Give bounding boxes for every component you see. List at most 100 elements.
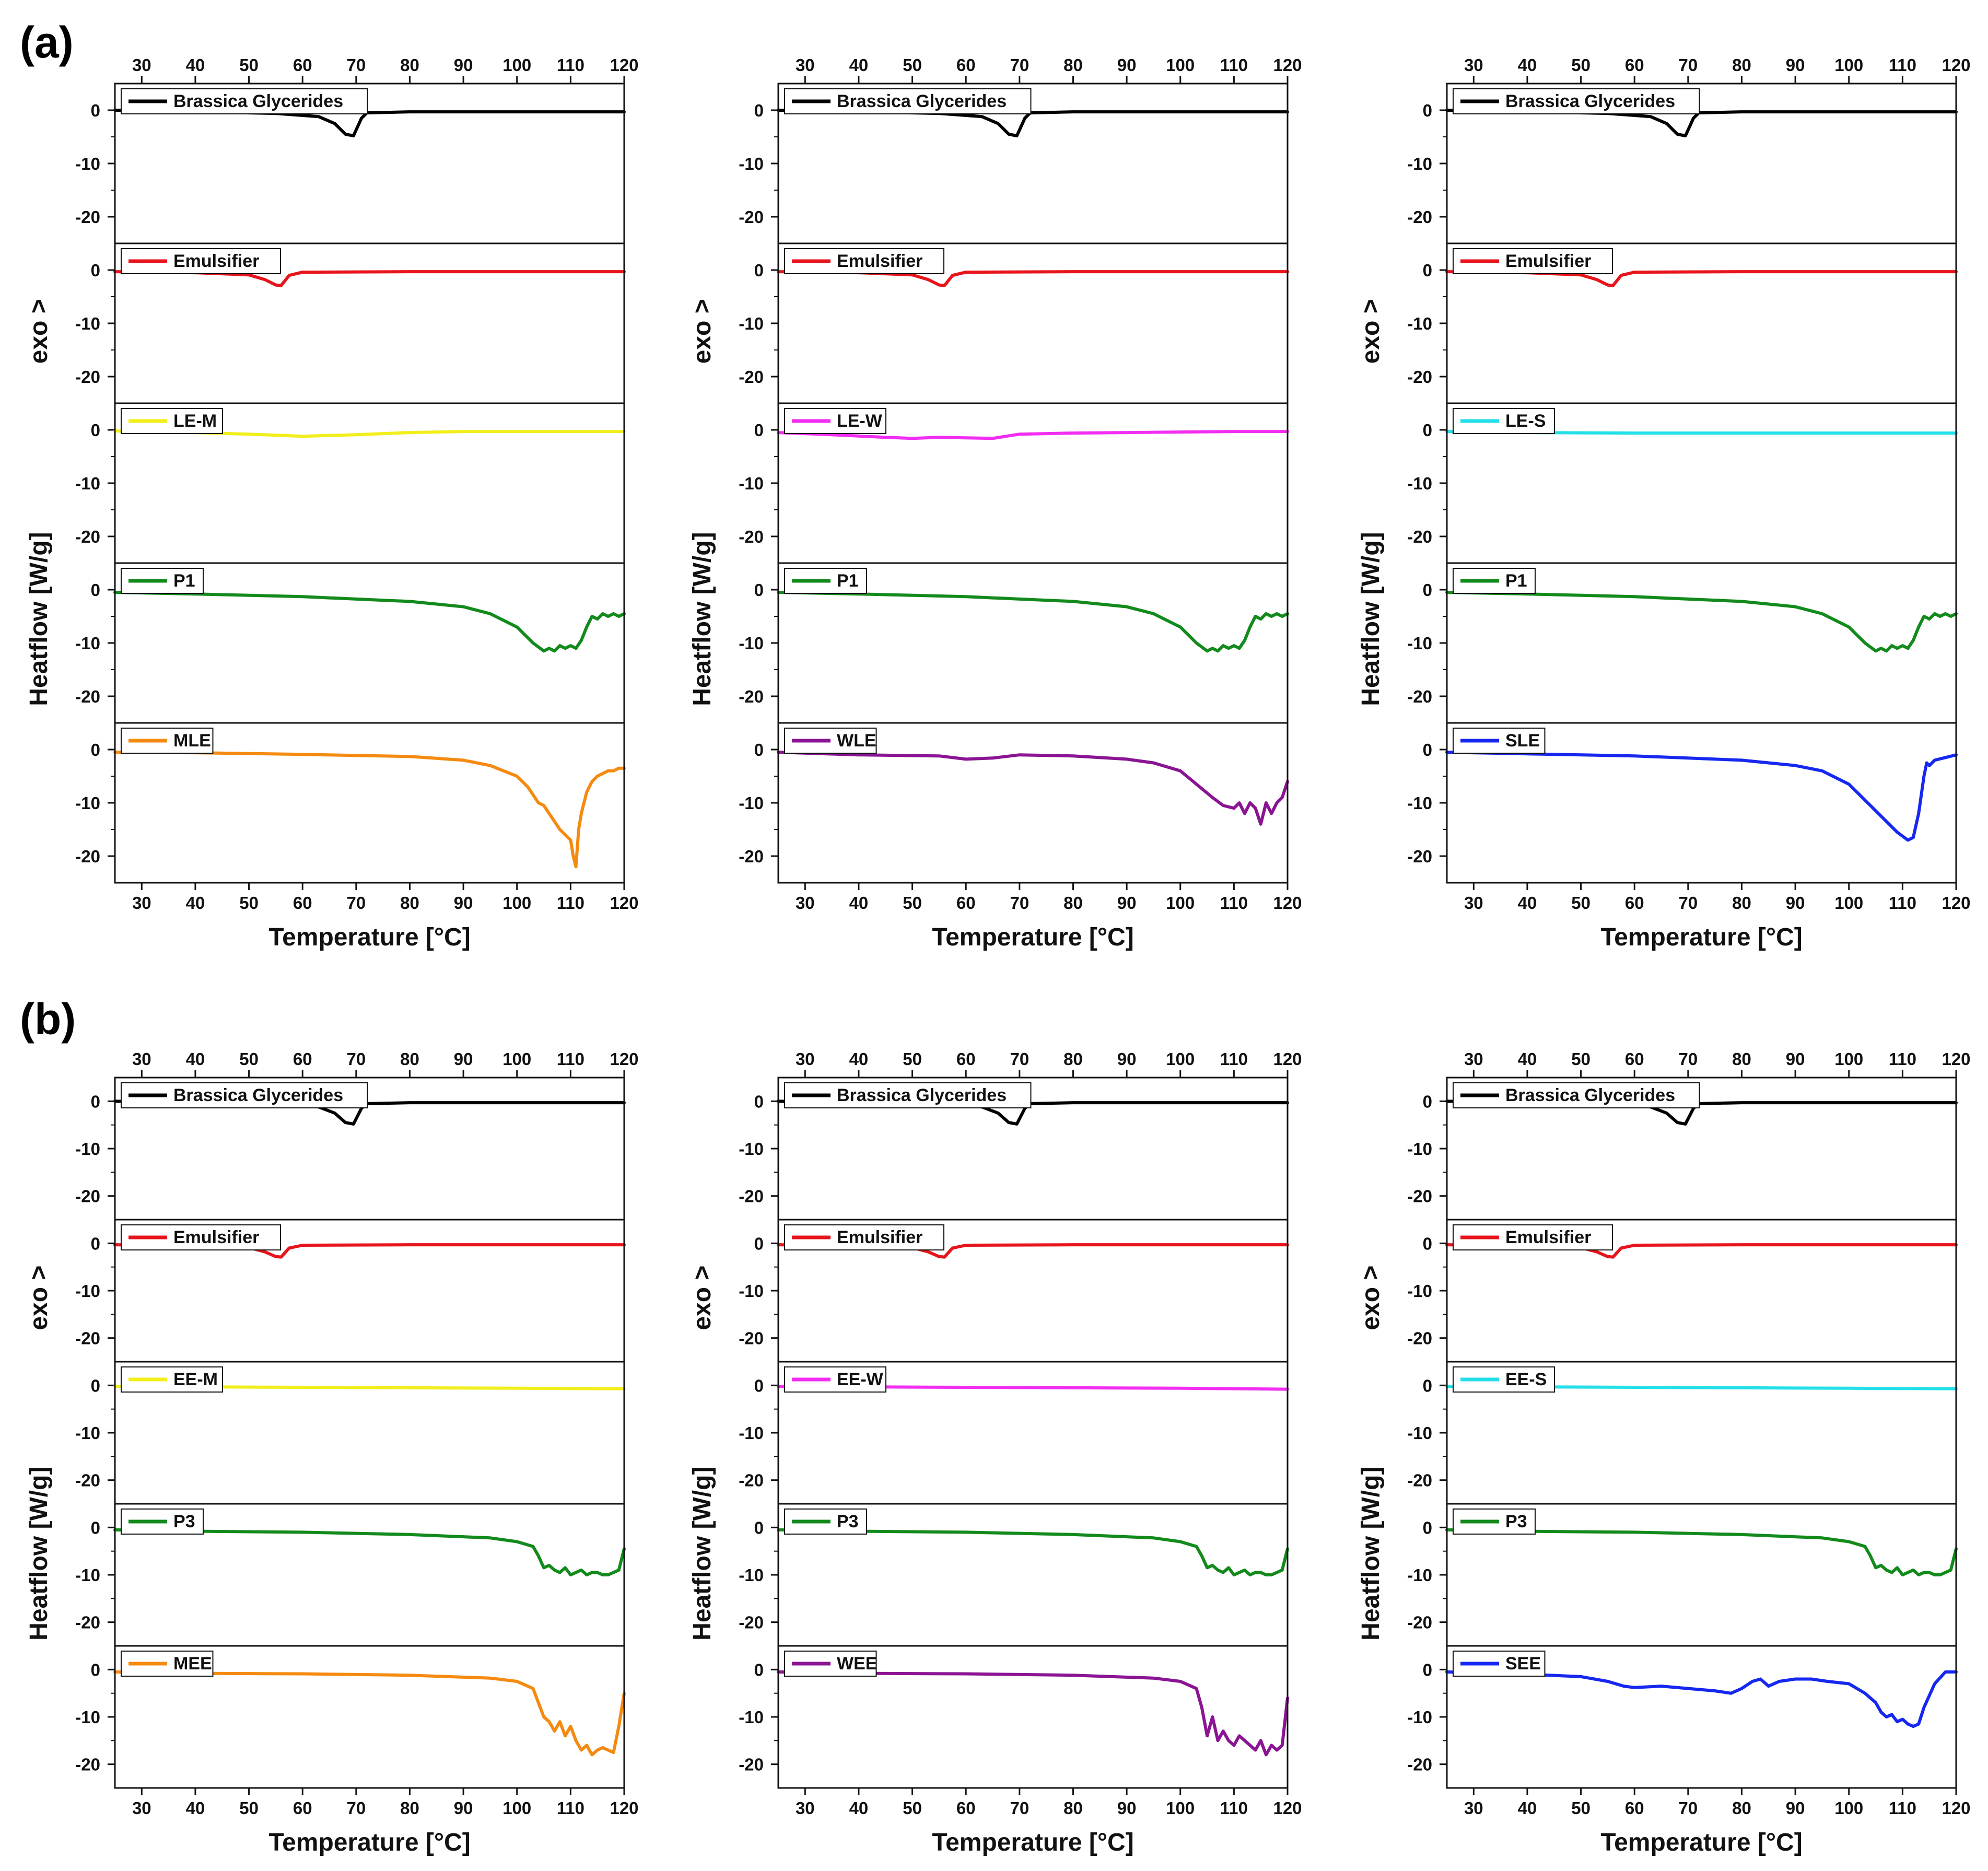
x-bottom-tick-label: 30	[132, 1798, 151, 1818]
y-tick-label: 0	[754, 580, 764, 600]
legend-label: MEE	[173, 1654, 212, 1674]
y-tick-label: -10	[739, 154, 764, 173]
x-bottom-tick-label: 80	[1732, 1798, 1751, 1818]
x-bottom-tick-label: 70	[1010, 893, 1029, 913]
x-bottom-tick-label: 120	[610, 1798, 638, 1818]
y-tick-label: -20	[75, 1755, 100, 1774]
y-tick-label: 0	[1423, 740, 1432, 759]
x-bottom-tick-label: 90	[454, 893, 473, 913]
chart-1: 0 -10 -20 Brassica Glycerides 0 -10 -20 Emulsif…	[25, 55, 639, 951]
legend-label: WEE	[837, 1654, 877, 1674]
x-top-tick-label: 120	[1273, 1049, 1302, 1069]
y-tick-label: 0	[91, 261, 100, 280]
y-tick-label: -20	[1407, 1471, 1432, 1490]
legend-label: Brassica Glycerides	[173, 91, 343, 111]
y-tick-label: -10	[75, 634, 100, 653]
legend-label: SEE	[1505, 1654, 1541, 1674]
y-tick-label: -20	[1407, 1329, 1432, 1348]
subplot-frame	[114, 722, 625, 884]
x-bottom-tick-label: 100	[1166, 893, 1195, 913]
y-tick-label: -20	[739, 1471, 764, 1490]
x-top-tick-label: 40	[849, 55, 869, 75]
x-bottom-tick-label: 100	[1166, 1798, 1195, 1818]
legend-label: LE-W	[837, 411, 883, 431]
x-top-tick-label: 100	[1166, 55, 1195, 75]
subplot-le-w: 0 -10 -20 LE-W	[739, 402, 1289, 564]
x-bottom-tick-label: 50	[903, 893, 922, 913]
y-axis-title-heatflow: Heatflow [W/g]	[1357, 1467, 1385, 1641]
y-tick-label: -20	[75, 1471, 100, 1490]
y-tick-label: -10	[739, 634, 764, 653]
x-top-tick-label: 50	[1571, 1049, 1591, 1069]
x-bottom-tick-label: 80	[400, 1798, 419, 1818]
legend-label: Emulsifier	[837, 251, 922, 271]
x-top-tick-label: 110	[557, 55, 584, 75]
x-bottom-tick-label: 30	[132, 893, 151, 913]
subplot-emulsifier: 0 -10 -20 Emulsifier	[75, 1219, 626, 1363]
x-bottom-tick-label: 90	[1117, 1798, 1137, 1818]
x-top-tick-label: 110	[1220, 1049, 1248, 1069]
x-bottom-tick-label: 50	[239, 1798, 259, 1818]
x-top-tick-label: 90	[1117, 55, 1137, 75]
chart-5: 0 -10 -20 Brassica Glycerides 0 -10 -20 Emulsif…	[688, 1049, 1302, 1856]
x-bottom-tick-label: 60	[293, 893, 312, 913]
x-bottom-tick-label: 60	[956, 1798, 976, 1818]
x-top-tick-label: 80	[400, 55, 419, 75]
legend-box	[121, 1366, 223, 1393]
y-tick-label: -20	[739, 1755, 764, 1774]
y-tick-label: 0	[754, 1518, 764, 1537]
x-top-tick-label: 70	[1678, 55, 1698, 75]
x-axis-title: Temperature [°C]	[1600, 1829, 1802, 1856]
x-bottom-tick-label: 90	[1117, 893, 1137, 913]
y-tick-label: -10	[739, 1139, 764, 1159]
chart-4: 0 -10 -20 Brassica Glycerides 0 -10 -20 Emulsif…	[25, 1049, 639, 1856]
x-bottom-tick-label: 60	[1625, 893, 1644, 913]
x-top-tick-label: 50	[239, 55, 259, 75]
series-line	[1445, 751, 1958, 842]
x-bottom-tick-label: 40	[1518, 893, 1537, 913]
series-line	[113, 1670, 626, 1757]
x-bottom-tick-label: 110	[1220, 1798, 1248, 1818]
y-tick-label: 0	[91, 580, 100, 600]
subplot-wee: 0 -10 -20 WEE	[739, 1645, 1289, 1789]
x-top-tick-label: 60	[1625, 1049, 1644, 1069]
subplot-sle: 0 -10 -20 SLE	[1407, 722, 1958, 884]
y-tick-label: -20	[739, 1187, 764, 1206]
legend-label: P3	[837, 1512, 859, 1531]
y-tick-label: -10	[75, 314, 100, 333]
y-tick-label: -10	[1407, 1708, 1432, 1727]
y-tick-label: -20	[75, 527, 100, 546]
chart-6: 0 -10 -20 Brassica Glycerides 0 -10 -20 Emulsif…	[1357, 1049, 1971, 1856]
y-axis-title-heatflow: Heatflow [W/g]	[25, 532, 53, 706]
y-tick-label: -10	[1407, 1423, 1432, 1443]
y-tick-label: -20	[739, 847, 764, 866]
subplot-emulsifier: 0 -10 -20 Emulsifier	[739, 242, 1289, 404]
y-tick-label: 0	[754, 420, 764, 440]
subplot-frame	[1446, 722, 1957, 884]
legend-label: Brassica Glycerides	[837, 91, 1007, 111]
x-bottom-tick-label: 70	[346, 1798, 366, 1818]
x-top-tick-label: 50	[903, 1049, 922, 1069]
x-top-tick-label: 30	[796, 55, 815, 75]
series-line	[777, 1528, 1289, 1576]
subplot-ee-s: 0 -10 -20 EE-S	[1407, 1361, 1958, 1505]
y-tick-label: -20	[739, 367, 764, 387]
x-top-tick-label: 30	[132, 1049, 151, 1069]
legend-label: EE-M	[173, 1370, 218, 1389]
x-bottom-tick-label: 30	[1464, 893, 1483, 913]
y-tick-label: -20	[75, 1187, 100, 1206]
x-top-tick-label: 90	[1786, 1049, 1805, 1069]
x-top-tick-label: 110	[1220, 55, 1248, 75]
x-top-tick-label: 120	[1942, 1049, 1970, 1069]
x-bottom-tick-label: 40	[186, 1798, 205, 1818]
legend-box	[1453, 1082, 1700, 1108]
x-bottom-tick-label: 110	[557, 1798, 584, 1818]
series-line	[777, 591, 1289, 653]
x-bottom-tick-label: 30	[1464, 1798, 1483, 1818]
legend-label: SLE	[1505, 731, 1540, 751]
legend-label: WLE	[837, 731, 876, 751]
x-top-tick-label: 100	[1166, 1049, 1195, 1069]
y-tick-label: 0	[754, 1376, 764, 1395]
